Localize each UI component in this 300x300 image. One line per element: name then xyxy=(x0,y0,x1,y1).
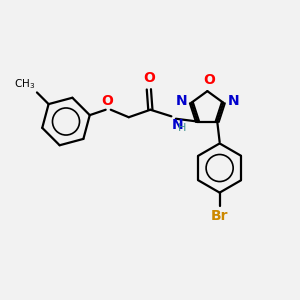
Text: H: H xyxy=(178,123,186,133)
Text: CH$_3$: CH$_3$ xyxy=(14,77,35,91)
Text: O: O xyxy=(101,94,113,108)
Text: N: N xyxy=(172,118,184,131)
Text: N: N xyxy=(176,94,187,108)
Text: Br: Br xyxy=(211,208,228,223)
Text: O: O xyxy=(143,71,155,85)
Text: O: O xyxy=(203,73,215,87)
Text: N: N xyxy=(227,94,239,108)
